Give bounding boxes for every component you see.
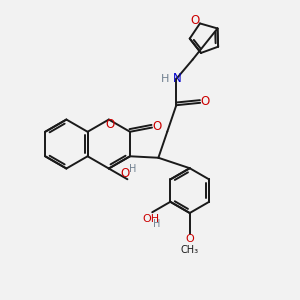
- Text: O: O: [190, 14, 200, 27]
- Text: OH: OH: [142, 214, 159, 224]
- Text: H: H: [161, 74, 170, 84]
- Text: CH₃: CH₃: [181, 245, 199, 255]
- Text: H: H: [129, 164, 136, 174]
- Text: N: N: [172, 72, 181, 86]
- Text: O: O: [200, 95, 210, 108]
- Text: H: H: [153, 219, 160, 229]
- Text: O: O: [106, 118, 115, 131]
- Text: O: O: [120, 167, 130, 180]
- Text: O: O: [185, 234, 194, 244]
- Text: O: O: [153, 120, 162, 133]
